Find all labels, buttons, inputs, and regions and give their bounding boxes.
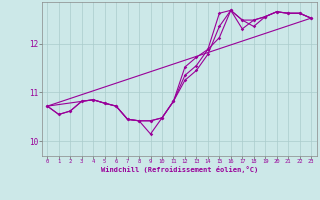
X-axis label: Windchill (Refroidissement éolien,°C): Windchill (Refroidissement éolien,°C) <box>100 166 258 173</box>
